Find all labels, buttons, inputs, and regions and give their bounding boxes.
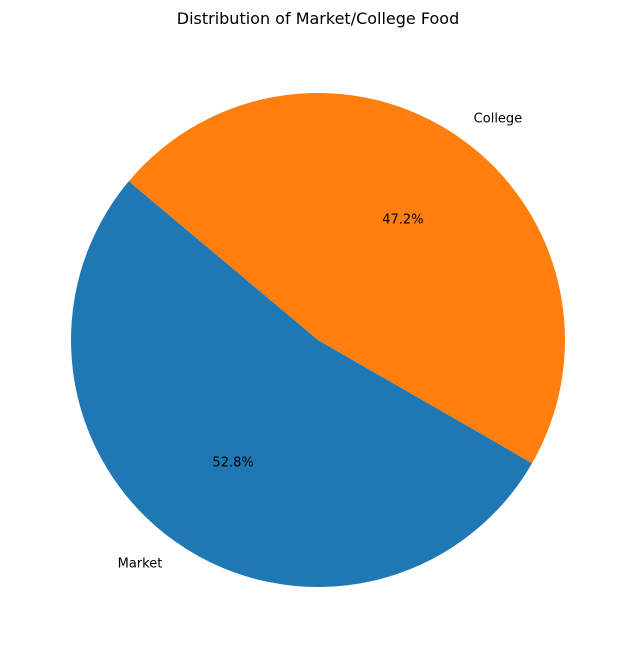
pie-slices <box>71 92 566 587</box>
percent-label-market: 52.8% <box>212 455 253 470</box>
pie-labels: Market 52.8% College 47.2% <box>118 111 523 571</box>
pie-slice-college <box>128 92 566 464</box>
slice-label-college: College <box>474 111 523 126</box>
slice-label-market: Market <box>118 557 163 572</box>
percent-label-college: 47.2% <box>382 213 423 228</box>
chart-title: Distribution of Market/College Food <box>177 9 459 28</box>
pie-slice-market <box>71 181 533 587</box>
